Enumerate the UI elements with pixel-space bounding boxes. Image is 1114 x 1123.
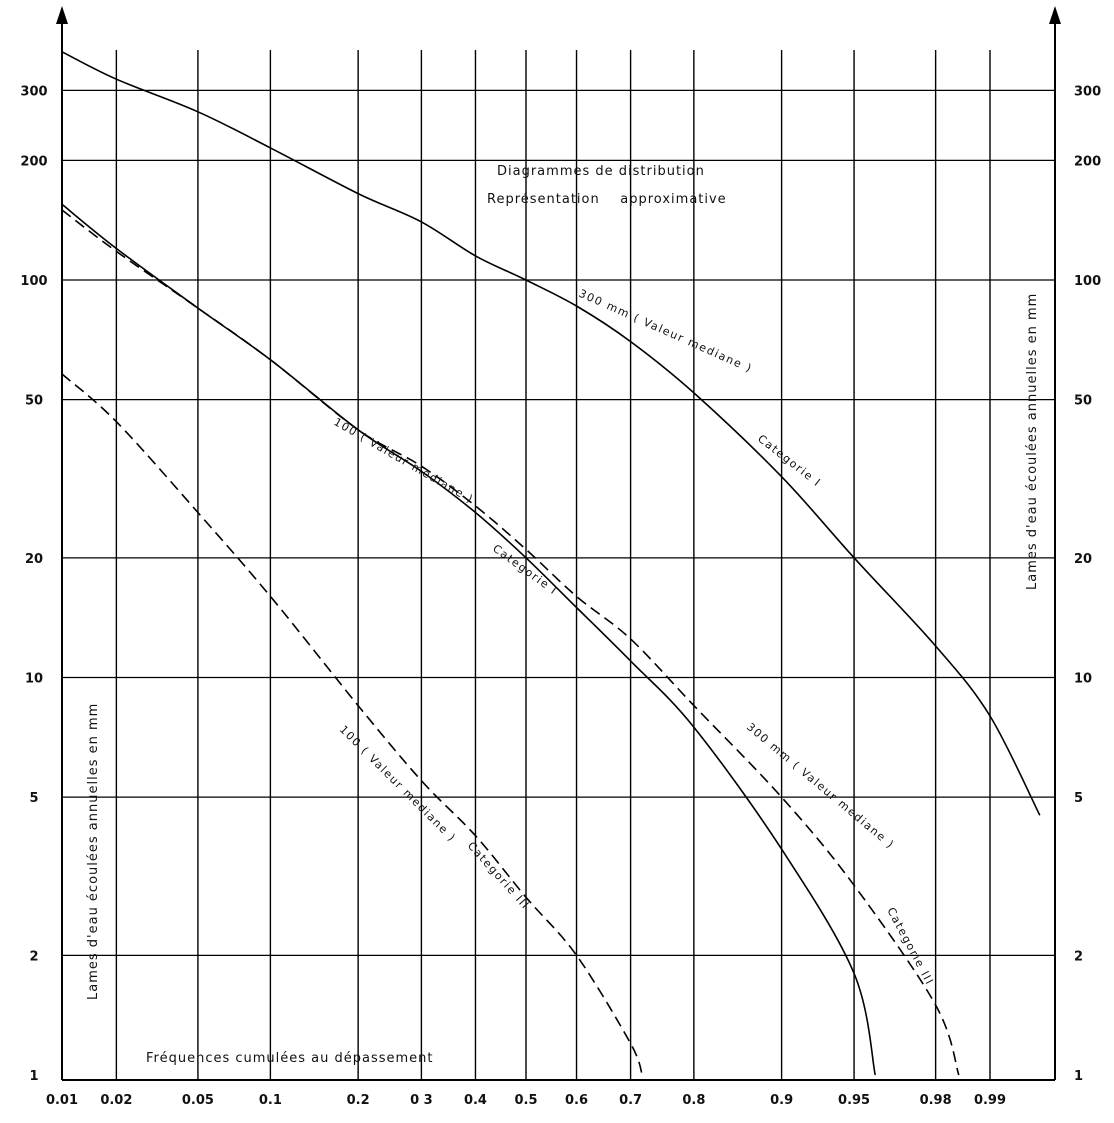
x-tick-label: 0.02 — [100, 1093, 132, 1108]
y-tick-label-left: 200 — [20, 154, 47, 169]
y-tick-label-left: 50 — [25, 394, 43, 409]
caption-layer: Diagrammes de distribution Représentatio… — [86, 164, 1040, 1066]
series-layer — [61, 51, 1041, 1076]
y-tick-label-left: 2 — [29, 949, 38, 964]
y-tick-label-left: 300 — [20, 84, 47, 99]
series-line-4 — [61, 373, 644, 1076]
axes-layer — [56, 6, 1061, 1081]
y-axis-title-right: Lames d'eau écoulées annuelles en mm — [1025, 293, 1040, 590]
series-line-2 — [61, 203, 876, 1076]
x-axis-title: Fréquences cumulées au dépassement — [146, 1051, 434, 1066]
series-line-1 — [61, 51, 1041, 816]
x-tick-label: 0.8 — [682, 1093, 705, 1108]
y-tick-label-left: 100 — [20, 274, 47, 289]
y-tick-label-left: 10 — [25, 672, 43, 687]
y-tick-label-right: 300 — [1074, 84, 1101, 99]
x-tick-label: 0.98 — [920, 1093, 952, 1108]
curve-label-100-cat1-category: Categorie I — [490, 542, 560, 598]
left-axis-arrow — [56, 6, 68, 24]
y-tick-label-left: 5 — [29, 791, 38, 806]
chart-title-line-1: Diagrammes de distribution — [497, 164, 705, 179]
x-tick-label: 0 3 — [410, 1093, 433, 1108]
x-tick-label: 0.99 — [974, 1093, 1006, 1108]
chart-title-line-2: Représentation approximative — [487, 192, 727, 207]
ticks-layer: 0.01 0.02 0.05 0.1 0.2 0 3 0.4 0.5 0.6 0.7 0.8 0.9 0… — [20, 84, 1101, 1108]
series-line-3 — [61, 209, 960, 1076]
x-tick-label: 0.6 — [565, 1093, 588, 1108]
x-tick-label: 0.95 — [838, 1093, 870, 1108]
y-tick-label-left: 20 — [25, 552, 43, 567]
x-tick-label: 0.5 — [514, 1093, 537, 1108]
x-tick-label: 0.1 — [259, 1093, 282, 1108]
y-tick-label-right: 10 — [1074, 672, 1092, 687]
x-tick-label: 0.01 — [46, 1093, 78, 1108]
y-tick-label-right: 100 — [1074, 274, 1101, 289]
x-tick-label: 0.4 — [464, 1093, 487, 1108]
y-axis-title-left: Lames d'eau écoulées annuelles en mm — [86, 703, 101, 1000]
y-tick-label-right: 2 — [1074, 949, 1083, 964]
right-axis-arrow — [1049, 6, 1061, 24]
x-tick-label: 0.05 — [182, 1093, 214, 1108]
x-tick-label: 0.7 — [619, 1093, 642, 1108]
y-tick-label-right: 20 — [1074, 552, 1092, 567]
curve-label-100-cat3-median: 100 ( Valeur mediane ) — [337, 723, 459, 845]
y-tick-label-right: 5 — [1074, 791, 1083, 806]
grid-layer — [62, 50, 1055, 1080]
y-tick-label-right: 200 — [1074, 154, 1101, 169]
y-tick-label-left: 1 — [29, 1069, 38, 1084]
curve-label-layer: 300 mm ( Valeur mediane ) Categorie I 10… — [332, 287, 937, 988]
curve-label-300mm-cat1-median: 300 mm ( Valeur mediane ) — [577, 287, 755, 376]
curve-label-300mm-cat3-median: 300 mm ( Valeur mediane ) — [744, 720, 897, 851]
x-tick-label: 0.9 — [770, 1093, 793, 1108]
y-tick-label-right: 1 — [1074, 1069, 1083, 1084]
curve-label-100-cat1-median: 100 ( Valeur mediane ) — [332, 415, 476, 506]
x-tick-label: 0.2 — [347, 1093, 370, 1108]
y-tick-label-right: 50 — [1074, 394, 1092, 409]
curve-label-300mm-cat3-category: Categorie III — [884, 905, 936, 987]
